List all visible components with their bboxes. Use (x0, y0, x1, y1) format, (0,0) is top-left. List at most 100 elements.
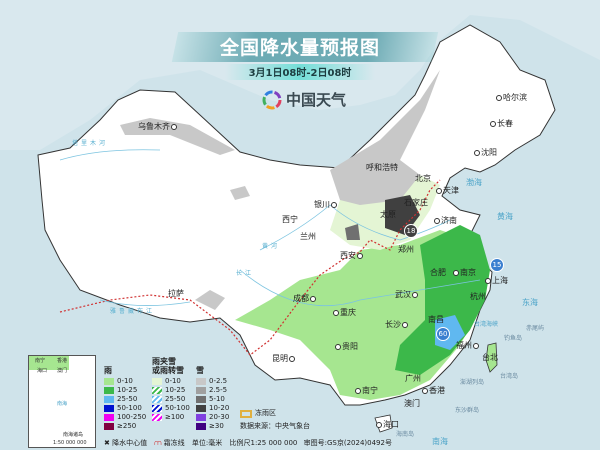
city-label: 长春 (490, 119, 513, 129)
city-label: 沈阳 (474, 148, 497, 158)
city-label: 重庆 (333, 308, 356, 318)
taiwan-island (485, 342, 498, 373)
city-label: 郑州 (398, 245, 414, 254)
scale-label: 比例尺1:25 000 000 (229, 439, 298, 447)
legend-mixed-title: 或雨转雪 (152, 366, 184, 375)
city-label: 上海 (485, 276, 508, 286)
city-label: 杭州 (470, 292, 486, 301)
city-label: 西安 (340, 251, 363, 261)
south-china-sea-inset: 南宁 香港 海口 澳门 南海 南海诸岛 1:50 000 000 (28, 355, 96, 448)
sea-label: 东海 (522, 298, 538, 307)
data-source: 数据来源：中央气象台 (240, 422, 310, 430)
precip-max-marker: 15 (490, 258, 504, 272)
legend-item: 25-50 (104, 395, 146, 404)
sea-label: 台湾海峡 (474, 321, 499, 328)
river-label: 塔里木河 (72, 140, 109, 147)
legend-snow-title: 雪 (196, 366, 204, 375)
city-label: 贵阳 (335, 342, 358, 352)
legend-mixed: 雨夹雪 或雨转雪 0-10 10-25 25-50 50-100 ≥100 (152, 357, 190, 422)
legend-item: 0-10 (104, 377, 146, 386)
city-label: 兰州 (300, 232, 316, 241)
legend-item: 100-250 (104, 413, 146, 422)
legend-item: 20-30 (196, 413, 229, 422)
city-label: 银川 (314, 200, 337, 210)
tarim-river (59, 149, 161, 161)
city-label: 哈尔滨 (496, 93, 527, 103)
legend-rain: 雨 0-10 10-25 25-50 50-100 100-250 ≥250 (104, 366, 146, 431)
map-approval-number: 审图号:GS京(2024)0492号 (303, 439, 392, 447)
inset-sea: 南海 (57, 401, 68, 407)
city-label: 拉萨 (168, 289, 184, 298)
city-label: 呼和浩特 (366, 163, 398, 172)
unit-label: 单位:毫米 (191, 439, 223, 447)
time-range: 3月1日08时-2日08时 (248, 68, 352, 79)
city-label: 成都 (293, 294, 316, 304)
island-label: 赤尾屿 (526, 325, 545, 332)
city-label: 武汉 (395, 290, 418, 300)
center-marker-label: 降水中心值 (112, 439, 148, 447)
precip-max-marker: 60 (436, 327, 450, 341)
legend-item: 50-100 (152, 404, 190, 413)
legend-item: ≥100 (152, 413, 190, 422)
city-label: 太原 (380, 210, 396, 219)
logo: 中国天气 (262, 89, 346, 110)
city-label: 广州 (405, 374, 421, 383)
inset-city: 澳门 (57, 368, 68, 374)
sea-label: 南海 (432, 437, 448, 446)
logo-text: 中国天气 (286, 91, 347, 109)
city-label: 乌鲁木齐 (138, 122, 177, 132)
city-label: 香港 (422, 386, 445, 396)
snow-0-2.5-area (330, 70, 440, 205)
legend-item: 10-20 (196, 404, 229, 413)
yangtze-river (239, 269, 481, 307)
river-label: 黄河 (262, 243, 281, 250)
legend-item: 10-25 (152, 386, 190, 395)
legend-item: 25-50 (152, 395, 190, 404)
legend-item: ≥250 (104, 422, 146, 431)
legend-mixed-title: 雨夹雪 (152, 357, 176, 366)
legend-snow: 雪 0-2.5 2.5-5 5-10 10-20 20-30 ≥30 (196, 366, 229, 431)
legend-item: 50-100 (104, 404, 146, 413)
city-label: 西宁 (282, 215, 298, 224)
city-label: 昆明 (272, 354, 295, 364)
island-label: 台湾岛 (500, 373, 519, 380)
inset-city: 南宁 (35, 358, 46, 364)
subtitle-band (225, 64, 375, 80)
rain-25-50-area (435, 315, 465, 350)
legend-freezing-rain: 冻雨区 (240, 409, 276, 418)
sea-label: 黄海 (497, 212, 513, 221)
river-label: 长江 (236, 270, 255, 277)
city-label: 福州 (456, 341, 479, 351)
city-label: 济南 (434, 216, 457, 226)
inset-city: 香港 (57, 358, 68, 364)
city-label: 合肥 (430, 268, 446, 277)
legend-item: 10-25 (104, 386, 146, 395)
rain-10-25-area (395, 225, 490, 375)
river-label: 雅鲁藏布江 (110, 308, 156, 315)
legend-item: 0-10 (152, 377, 190, 386)
yarlung-tsangpo-river (99, 299, 191, 306)
yellow-river (259, 204, 451, 251)
freeze-line (59, 179, 441, 356)
legend-item: 5-10 (196, 395, 229, 404)
city-label: 澳门 (404, 399, 420, 408)
precip-max-marker: 18 (404, 224, 418, 238)
legend-item: ≥30 (196, 422, 229, 431)
snow-tibet-area (195, 290, 225, 310)
freeze-line-icon: ⩋ (154, 439, 162, 447)
city-label: 南宁 (355, 386, 378, 396)
city-label: 北京 (415, 174, 431, 183)
city-label: 天津 (436, 186, 459, 196)
china-weather-logo-icon (262, 90, 282, 109)
inset-city: 海口 (37, 368, 48, 374)
sea-label: 渤海 (466, 178, 482, 187)
city-label: 南昌 (428, 315, 444, 324)
city-label: 长沙 (385, 320, 408, 330)
inset-title: 南海诸岛 (63, 432, 84, 438)
snow-qinghai-area (230, 186, 250, 200)
island-label: 海南岛 (396, 431, 415, 438)
center-marker-icon: ✖ (104, 439, 110, 447)
inset-land (29, 356, 69, 370)
legend-rain-title: 雨 (104, 366, 112, 375)
city-label: 台北 (482, 353, 498, 362)
